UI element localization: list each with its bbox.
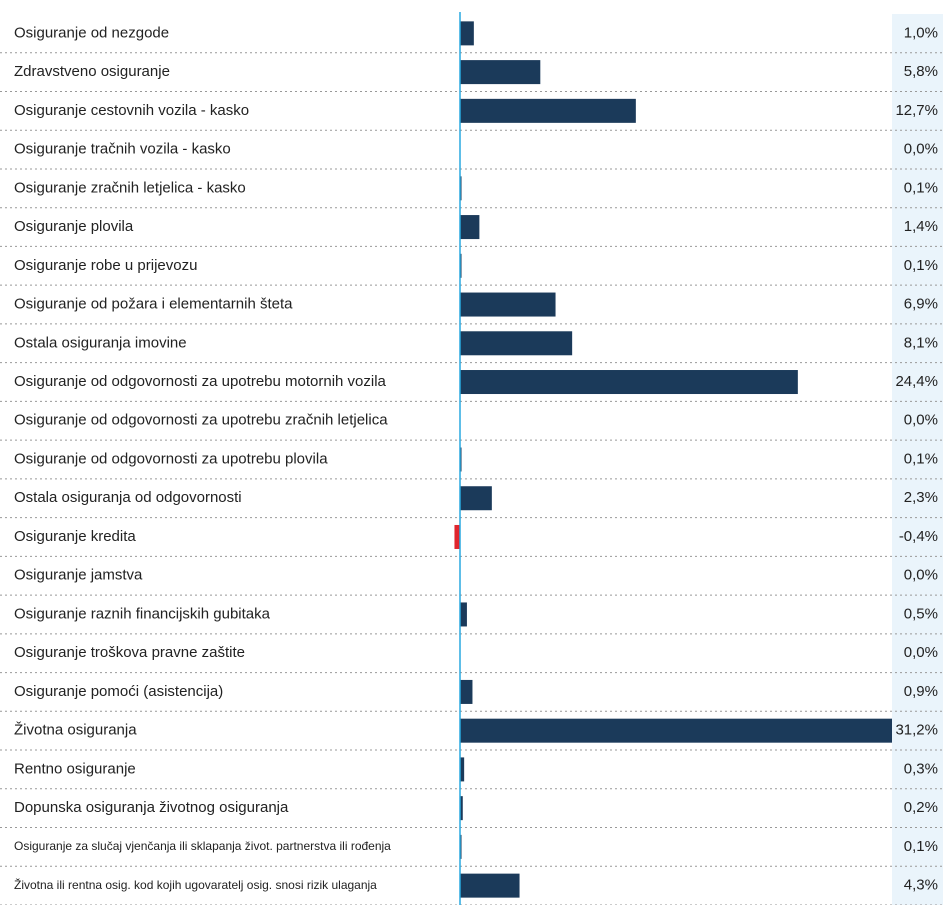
category-label: Zdravstveno osiguranje (14, 63, 170, 80)
value-label: 1,0% (904, 24, 938, 41)
bar (460, 98, 636, 123)
category-label: Osiguranje od odgovornosti za upotrebu z… (14, 412, 388, 429)
bar (460, 796, 463, 821)
category-label: Osiguranje od odgovornosti za upotrebu p… (14, 450, 328, 467)
value-label: 0,1% (904, 838, 938, 855)
category-label: Ostala osiguranja od odgovornosti (14, 489, 242, 506)
value-label: 0,3% (904, 760, 938, 777)
value-label: 31,2% (895, 722, 938, 739)
value-label: 0,0% (904, 567, 938, 584)
bar (460, 486, 492, 511)
value-label: 0,2% (904, 799, 938, 816)
value-label: 6,9% (904, 296, 938, 313)
value-label: 0,5% (904, 605, 938, 622)
bar (460, 292, 556, 317)
category-label: Osiguranje od odgovornosti za upotrebu m… (14, 373, 387, 390)
value-label: 12,7% (895, 102, 938, 119)
bar (460, 873, 520, 898)
category-label: Osiguranje jamstva (14, 567, 143, 584)
value-label: 5,8% (904, 63, 938, 80)
category-label: Osiguranje od požara i elementarnih štet… (14, 296, 293, 313)
category-label: Osiguranje cestovnih vozila - kasko (14, 102, 249, 119)
bar (460, 331, 573, 356)
value-label: 0,1% (904, 450, 938, 467)
category-label: Životna ili rentna osig. kod kojih ugova… (14, 877, 377, 892)
value-label: -0,4% (899, 528, 938, 545)
value-label: 0,1% (904, 179, 938, 196)
bar (460, 757, 465, 782)
value-label: 8,1% (904, 334, 938, 351)
category-label: Osiguranje pomoći (asistencija) (14, 683, 223, 700)
value-label: 0,0% (904, 644, 938, 661)
category-label: Osiguranje za slučaj vjenčanja ili sklap… (14, 839, 391, 853)
bar (460, 718, 892, 743)
value-label: 1,4% (904, 218, 938, 235)
bar (454, 524, 460, 549)
value-label: 24,4% (895, 373, 938, 390)
bar (460, 60, 541, 85)
value-label: 0,9% (904, 683, 938, 700)
bar (460, 370, 798, 395)
bar (460, 215, 480, 240)
value-label: 0,1% (904, 257, 938, 274)
category-label: Dopunska osiguranja životnog osiguranja (14, 799, 289, 816)
value-label-background (892, 14, 943, 905)
value-label: 2,3% (904, 489, 938, 506)
bar (460, 602, 467, 627)
bar (460, 21, 474, 46)
value-label: 0,0% (904, 412, 938, 429)
category-label: Osiguranje od nezgode (14, 24, 169, 41)
category-label: Rentno osiguranje (14, 760, 136, 777)
category-label: Životna osiguranja (14, 722, 137, 739)
value-label: 0,0% (904, 141, 938, 158)
category-label: Ostala osiguranja imovine (14, 334, 187, 351)
category-label: Osiguranje raznih financijskih gubitaka (14, 605, 271, 622)
category-label: Osiguranje zračnih letjelica - kasko (14, 179, 246, 196)
bar (460, 679, 473, 704)
category-label: Osiguranje plovila (14, 218, 134, 235)
category-label: Osiguranje kredita (14, 528, 136, 545)
category-label: Osiguranje tračnih vozila - kasko (14, 141, 231, 158)
category-label: Osiguranje robe u prijevozu (14, 257, 197, 274)
value-label: 4,3% (904, 877, 938, 894)
category-label: Osiguranje troškova pravne zaštite (14, 644, 245, 661)
